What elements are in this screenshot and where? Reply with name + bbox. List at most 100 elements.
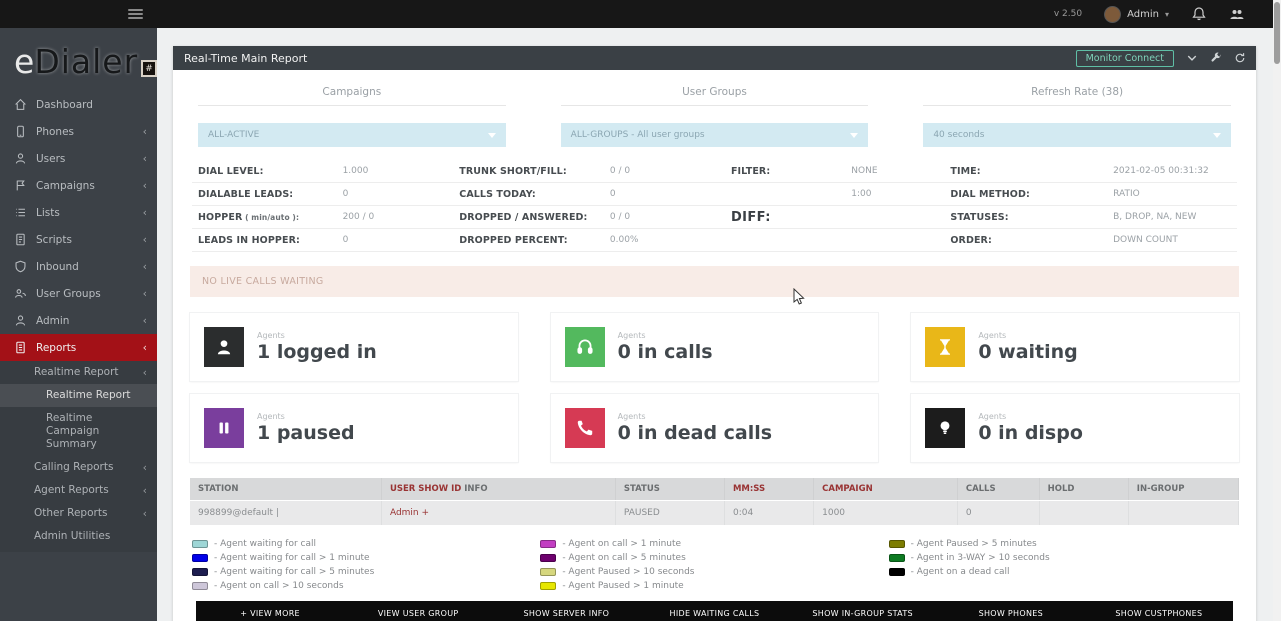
submenu-item-realtime-report[interactable]: Realtime Report ‹ bbox=[0, 361, 157, 384]
select-value: ALL-ACTIVE bbox=[208, 130, 260, 140]
sidebar-item-label: User Groups bbox=[36, 287, 101, 300]
cell-user[interactable]: Admin + bbox=[382, 501, 616, 525]
chevron-down-icon: ▾ bbox=[1164, 9, 1169, 19]
chevron-left-icon: ‹ bbox=[142, 206, 147, 219]
stat-time: TIME: 2021-02-05 00:31:32 bbox=[944, 160, 1237, 183]
submenu-item-admin-utilities[interactable]: Admin Utilities bbox=[0, 525, 157, 548]
sidebar-item-reports[interactable]: Reports ‹ bbox=[0, 334, 157, 361]
sidebar-item-inbound[interactable]: Inbound ‹ bbox=[0, 253, 157, 280]
legend-item: - Agent on call > 5 minutes bbox=[540, 551, 888, 564]
card-dead-calls: Agents 0 in dead calls bbox=[550, 394, 879, 462]
card-value: 0 in dispo bbox=[978, 422, 1083, 444]
pause-icon bbox=[204, 408, 244, 448]
view-more-button[interactable]: + VIEW MORE bbox=[240, 608, 300, 618]
lightbulb-icon bbox=[925, 408, 966, 448]
sidebar-item-user-groups[interactable]: User Groups ‹ bbox=[0, 280, 157, 307]
refresh-rate-select[interactable]: 40 seconds bbox=[923, 123, 1231, 147]
col-hold: HOLD bbox=[1040, 478, 1129, 500]
filters-row: Campaigns ALL-ACTIVE User Groups ALL-GRO… bbox=[190, 86, 1239, 147]
filter-label: Refresh Rate (38) bbox=[923, 86, 1231, 106]
filter-label: Campaigns bbox=[198, 86, 506, 106]
color-swatch bbox=[192, 581, 208, 590]
color-swatch bbox=[888, 539, 905, 548]
show-custphones-button[interactable]: SHOW CUSTPHONES bbox=[1115, 608, 1203, 618]
col-campaign[interactable]: CAMPAIGN bbox=[814, 478, 958, 500]
notifications-bell-icon[interactable] bbox=[1191, 6, 1207, 22]
submenu-item-realtime-report-page[interactable]: Realtime Report bbox=[0, 384, 157, 407]
sidebar-item-phones[interactable]: Phones ‹ bbox=[0, 118, 157, 145]
sidebar-item-label: Inbound bbox=[36, 260, 79, 273]
sidebar-item-lists[interactable]: Lists ‹ bbox=[0, 199, 157, 226]
user-group-icon[interactable] bbox=[1229, 6, 1245, 22]
color-swatch bbox=[888, 567, 905, 576]
stats-col-3: FILTER: NONE 1:00 DIFF: bbox=[724, 160, 945, 252]
page-title: Real-Time Main Report bbox=[184, 51, 308, 65]
sidebar-item-admin[interactable]: Admin ‹ bbox=[0, 307, 157, 334]
stat-filter: FILTER: NONE bbox=[724, 160, 945, 183]
stats-col-2: TRUNK SHORT/FILL: 0 / 0 CALLS TODAY: 0 DRO… bbox=[453, 160, 725, 252]
cell-status: PAUSED bbox=[616, 501, 725, 525]
campaigns-select[interactable]: ALL-ACTIVE bbox=[198, 123, 506, 147]
color-swatch bbox=[192, 539, 208, 548]
legend-item: - Agent waiting for call > 5 minutes bbox=[192, 565, 540, 578]
chevron-left-icon: ‹ bbox=[142, 179, 147, 192]
sidebar-item-label: Admin bbox=[36, 314, 70, 327]
hide-waiting-calls-button[interactable]: HIDE WAITING CALLS bbox=[669, 608, 760, 618]
user-groups-select[interactable]: ALL-GROUPS - All user groups bbox=[560, 123, 869, 147]
hamburger-menu-icon[interactable] bbox=[128, 7, 143, 20]
report-icon bbox=[16, 341, 25, 354]
sidebar-item-users[interactable]: Users ‹ bbox=[0, 145, 157, 172]
headset-icon bbox=[564, 327, 605, 367]
legend-item: - Agent Paused > 1 minute bbox=[540, 579, 888, 592]
banner-text: NO LIVE CALLS WAITING bbox=[202, 276, 324, 287]
submenu-item-realtime-campaign-summary[interactable]: Realtime Campaign Summary bbox=[0, 407, 157, 456]
submenu-item-other-reports[interactable]: Other Reports ‹ bbox=[0, 502, 157, 525]
card-logged-in: Agents 1 logged in bbox=[190, 313, 518, 381]
phone-icon bbox=[564, 408, 605, 448]
collapse-chevron-icon[interactable] bbox=[1186, 52, 1198, 64]
cell-calls: 0 bbox=[958, 501, 1040, 525]
show-server-info-button[interactable]: SHOW SERVER INFO bbox=[523, 608, 610, 618]
monitor-connect-button[interactable]: Monitor Connect bbox=[1075, 49, 1174, 67]
color-swatch bbox=[540, 553, 557, 562]
refresh-icon[interactable] bbox=[1234, 52, 1246, 64]
col-status: STATUS bbox=[616, 478, 725, 500]
card-value: 0 in dead calls bbox=[617, 422, 773, 444]
submenu-item-agent-reports[interactable]: Agent Reports ‹ bbox=[0, 479, 157, 502]
logo-text-dialer: Dialer bbox=[34, 42, 139, 81]
show-phones-button[interactable]: SHOW PHONES bbox=[978, 608, 1043, 618]
legend-col-2: - Agent on call > 1 minute - Agent on ca… bbox=[540, 537, 888, 592]
stat-statuses: STATUSES: B, DROP, NA, NEW bbox=[944, 206, 1237, 229]
wrench-icon[interactable] bbox=[1210, 52, 1222, 64]
stat-leads-in-hopper: LEADS IN HOPPER: 0 bbox=[192, 229, 454, 252]
stat-row-blank: 1:00 bbox=[724, 183, 945, 206]
scrollbar-thumb[interactable] bbox=[1274, 2, 1280, 64]
col-calls: CALLS bbox=[958, 478, 1040, 500]
col-mmss[interactable]: MM:SS bbox=[725, 478, 815, 500]
chevron-left-icon: ‹ bbox=[142, 314, 147, 327]
card-value: 1 paused bbox=[257, 422, 355, 444]
card-value: 1 logged in bbox=[257, 341, 377, 363]
sidebar-item-scripts[interactable]: Scripts ‹ bbox=[0, 226, 157, 253]
card-label: Agents bbox=[257, 412, 285, 421]
submenu-item-label: Realtime Campaign Summary bbox=[46, 412, 100, 450]
card-in-dispo: Agents 0 in dispo bbox=[911, 394, 1239, 462]
user-menu[interactable]: Admin ▾ bbox=[1104, 5, 1169, 23]
submenu-item-label: Other Reports bbox=[34, 507, 108, 519]
legend-item: - Agent on call > 1 minute bbox=[540, 537, 888, 550]
card-paused: Agents 1 paused bbox=[190, 394, 518, 462]
stat-calls-today: CALLS TODAY: 0 bbox=[453, 183, 725, 206]
view-user-group-button[interactable]: VIEW USER GROUP bbox=[377, 608, 459, 618]
submenu-item-calling-reports[interactable]: Calling Reports ‹ bbox=[0, 456, 157, 479]
stat-trunk-short-fill: TRUNK SHORT/FILL: 0 / 0 bbox=[453, 160, 725, 183]
show-ingroup-stats-button[interactable]: SHOW IN-GROUP STATS bbox=[812, 608, 913, 618]
sidebar-item-campaigns[interactable]: Campaigns ‹ bbox=[0, 172, 157, 199]
vertical-scrollbar[interactable] bbox=[1273, 0, 1281, 621]
sidebar-item-label: Phones bbox=[36, 125, 74, 138]
card-label: Agents bbox=[617, 331, 646, 340]
sidebar-item-dashboard[interactable]: Dashboard bbox=[0, 91, 157, 118]
flag-icon bbox=[16, 180, 25, 191]
stats-col-4: TIME: 2021-02-05 00:31:32 DIAL METHOD: RAT… bbox=[944, 160, 1237, 252]
shield-icon bbox=[15, 260, 26, 273]
